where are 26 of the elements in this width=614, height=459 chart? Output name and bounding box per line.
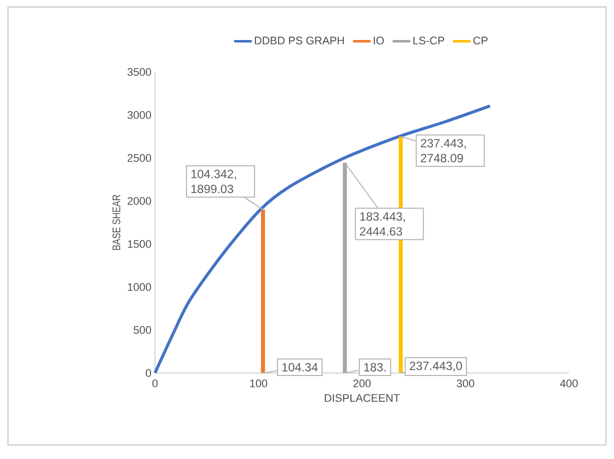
y-axis-title: BASE SHEAR [112, 194, 120, 250]
line-series [154, 104, 492, 374]
x-tick-label: 0 [152, 380, 158, 388]
annotation: 237.443, 2748.09 [420, 138, 466, 162]
x-tick-label: 200 [353, 380, 371, 388]
y-tick-label: 3500 [128, 68, 152, 76]
annotation: 104.342, 1899.03 [191, 170, 236, 194]
legend-label: IO [374, 36, 384, 44]
legend-label: LS-CP [413, 36, 444, 44]
legend-label: CP [473, 36, 488, 44]
x-axis-title: DISPLACEENT [324, 394, 400, 402]
annotation: 104.34 [282, 363, 318, 372]
x-tick-label: 300 [456, 380, 474, 388]
y-tick-label: 2000 [128, 197, 152, 205]
legend-label: DDBD PS GRAPH [254, 36, 344, 44]
x-tick-label: 400 [560, 380, 578, 388]
y-tick-label: 3000 [128, 111, 152, 119]
annotation: 237.443,0 [410, 362, 462, 372]
y-tick-label: 500 [134, 326, 152, 334]
y-tick-label: 0 [146, 369, 152, 377]
y-tick-label: 1000 [128, 283, 152, 291]
annotation: 183.443, 2444.63 [360, 212, 405, 236]
y-tick-label: 2500 [128, 154, 152, 162]
y-tick-label: 1500 [128, 240, 152, 248]
annotation: 183. [364, 363, 386, 372]
x-tick-label: 100 [250, 380, 268, 388]
